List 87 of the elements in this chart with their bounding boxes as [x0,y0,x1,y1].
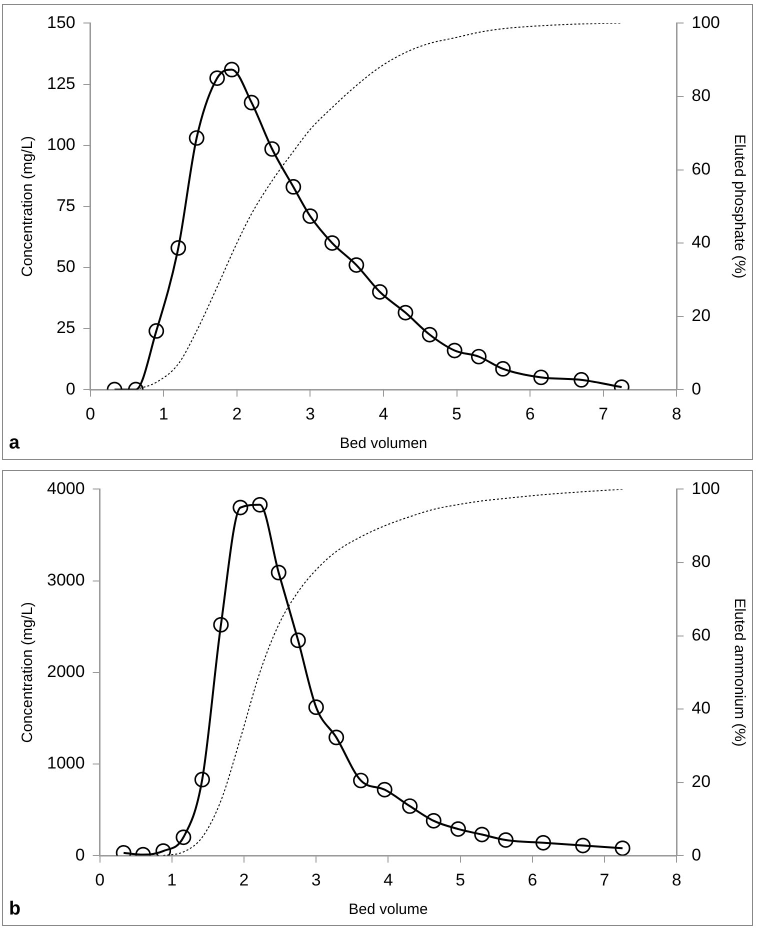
x-tick-label: 5 [452,404,462,424]
point [324,235,340,251]
point [232,500,248,516]
y-tick-label: 50 [56,257,76,276]
x-tick-label: 2 [232,404,242,424]
point [376,782,392,798]
point [402,798,418,814]
point [535,834,552,851]
point [575,838,591,854]
point [348,257,364,273]
y2-tick-label: 20 [692,306,711,326]
y2-axis-title: Eluted phosphate (%) [730,134,748,279]
point [533,370,549,386]
x-tick-label: 6 [525,404,535,424]
point [194,772,210,788]
x-tick-label: 5 [456,870,466,890]
y2-tick-label: 100 [692,478,720,498]
x-tick-label: 1 [167,870,177,890]
point [498,832,514,848]
x-tick-label: 4 [383,870,393,890]
y2-axis-title: Eluted ammonium (%) [730,598,748,747]
y-tick-label: 1000 [46,754,85,773]
y2-tick-label: 100 [692,12,720,32]
point [264,141,280,157]
y2-tick-label: 20 [692,772,711,792]
y2-tick-label: 0 [692,845,702,864]
point [290,632,306,648]
point [308,699,324,716]
point [422,326,438,342]
point [286,179,302,195]
y-tick-label: 75 [56,196,76,216]
x-tick-label: 7 [598,404,608,424]
y2-tick-label: 40 [692,232,711,252]
point [244,94,260,110]
text: a [9,432,20,454]
x-tick-label: 3 [311,870,321,890]
point [209,70,225,86]
point [224,62,240,78]
point [353,772,369,788]
point [446,342,462,358]
point [470,348,487,364]
x-tick-label: 7 [600,870,610,890]
y-tick-label: 0 [75,845,85,864]
point [148,323,164,339]
point [372,284,388,300]
x-tick-label: 1 [158,404,168,424]
point [398,304,414,320]
y-tick-label: 150 [46,12,76,32]
x-tick-label: 8 [672,404,682,424]
y-tick-label: 25 [56,318,76,338]
y-tick-label: 100 [46,135,76,154]
point [188,130,204,146]
y2-tick-label: 80 [692,552,711,572]
x-tick-label: 0 [95,870,105,890]
point [450,821,466,837]
point [302,208,318,224]
point [495,361,511,377]
x-tick-label: 6 [528,870,538,890]
y-axis-title: Concentration (mg/L) [19,136,36,277]
y2-tick-label: 80 [692,86,711,106]
point [426,812,442,829]
x-axis-title: Bed volumen [340,435,428,452]
point [213,616,229,633]
x-tick-label: 4 [378,404,388,424]
x-tick-label: 2 [239,870,249,890]
point [270,564,286,580]
x-tick-label: 3 [305,404,315,424]
y-axis-title: Concentration (mg/L) [19,602,36,743]
point [574,372,590,388]
y-tick-label: 0 [66,379,76,398]
y2-tick-label: 60 [692,625,711,644]
y2-tick-label: 0 [692,379,702,398]
y-tick-label: 2000 [46,662,85,682]
x-axis-title: Bed volume [348,901,428,918]
point [614,840,630,856]
text: b [9,898,21,920]
point [252,496,268,513]
y-tick-label: 4000 [46,478,85,498]
point [176,829,192,846]
y2-tick-label: 40 [692,698,711,718]
y2-tick-label: 60 [692,159,711,178]
y-tick-label: 3000 [46,570,85,590]
point [170,240,186,256]
y-tick-label: 125 [46,74,76,93]
point [474,826,490,842]
point [328,730,344,746]
x-tick-label: 8 [672,870,682,890]
